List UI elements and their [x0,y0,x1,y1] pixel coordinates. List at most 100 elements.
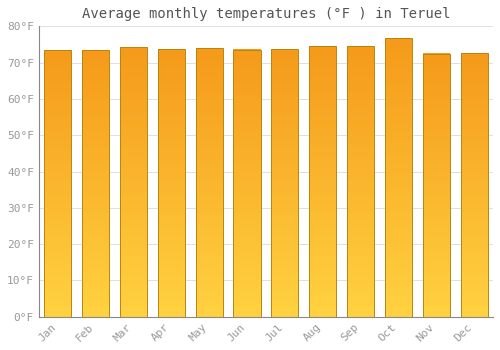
Bar [422,53,450,57]
Bar [271,153,298,156]
Bar [422,208,450,211]
Bar [82,56,109,60]
Bar [158,92,185,96]
Bar [460,132,488,135]
Bar [271,85,298,89]
Bar [460,274,488,277]
Bar [460,287,488,290]
Bar [385,181,412,184]
Bar [347,56,374,60]
Bar [234,110,260,113]
Bar [82,233,109,237]
Bar [158,102,185,106]
Bar [347,289,374,293]
Bar [271,203,298,206]
Bar [271,176,298,180]
Bar [158,199,185,203]
Bar [234,250,260,253]
Bar [460,300,488,303]
Bar [44,83,72,86]
Bar [309,300,336,303]
Bar [120,47,147,317]
Bar [196,65,223,68]
Bar [460,303,488,307]
Bar [347,283,374,286]
Bar [460,313,488,317]
Bar [120,50,147,54]
Bar [82,160,109,163]
Bar [44,106,72,110]
Bar [120,178,147,182]
Bar [460,63,488,66]
Bar [347,69,374,73]
Bar [385,233,412,237]
Bar [158,136,185,139]
Bar [82,63,109,66]
Bar [44,156,72,160]
Bar [347,259,374,262]
Bar [309,120,336,124]
Bar [385,306,412,310]
Bar [120,300,147,303]
Bar [422,135,450,139]
Bar [422,162,450,166]
Bar [460,152,488,155]
Bar [309,137,336,141]
Bar [422,261,450,264]
Bar [309,110,336,114]
Bar [422,234,450,238]
Bar [347,46,374,317]
Bar [460,280,488,284]
Bar [422,73,450,77]
Bar [385,271,412,275]
Bar [234,60,260,63]
Bar [234,166,260,170]
Bar [309,273,336,276]
Bar [158,65,185,69]
Bar [460,102,488,106]
Bar [309,181,336,185]
Bar [234,53,260,56]
Bar [385,240,412,244]
Bar [347,184,374,188]
Bar [309,184,336,188]
Bar [158,72,185,76]
Bar [158,116,185,119]
Bar [120,286,147,290]
Bar [196,78,223,82]
Bar [422,116,450,119]
Bar [158,250,185,253]
Bar [44,283,72,287]
Bar [347,212,374,215]
Bar [234,136,260,140]
Bar [385,69,412,73]
Bar [44,90,72,93]
Bar [385,254,412,258]
Bar [82,136,109,140]
Bar [158,290,185,293]
Bar [309,188,336,191]
Bar [271,307,298,310]
Bar [82,283,109,287]
Bar [271,162,298,166]
Bar [44,113,72,117]
Bar [158,75,185,79]
Bar [309,262,336,266]
Bar [82,243,109,247]
Bar [196,159,223,162]
Bar [196,233,223,236]
Bar [309,144,336,147]
Bar [385,62,412,66]
Bar [82,313,109,317]
Bar [385,303,412,306]
Bar [347,100,374,104]
Bar [309,147,336,151]
Bar [234,196,260,200]
Bar [309,283,336,286]
Bar [347,198,374,202]
Bar [44,240,72,243]
Bar [385,205,412,209]
Bar [158,230,185,233]
Bar [422,280,450,284]
Bar [460,138,488,142]
